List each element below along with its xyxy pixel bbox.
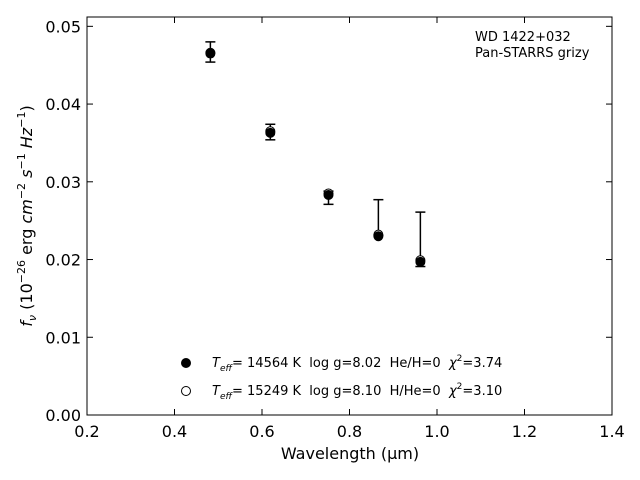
data-points bbox=[205, 47, 426, 267]
legend-marker-filled bbox=[181, 358, 191, 368]
y-tick-label: 0.04 bbox=[45, 95, 81, 114]
model-point-filled bbox=[205, 48, 216, 59]
y-tick-label: 0.03 bbox=[45, 173, 81, 192]
x-tick-label: 1.0 bbox=[424, 422, 449, 441]
y-tick-label: 0.00 bbox=[45, 406, 81, 425]
legend-entry-2: Teff= 15249 K log g=8.10 H/He=0 χ2=3.10 bbox=[212, 382, 502, 402]
legend: Teff= 14564 K log g=8.02 He/H=0 χ2=3.74 … bbox=[181, 354, 502, 402]
x-tick-label: 0.6 bbox=[249, 422, 274, 441]
legend-entry-1: Teff= 14564 K log g=8.02 He/H=0 χ2=3.74 bbox=[212, 354, 502, 374]
x-tick-label: 1.2 bbox=[512, 422, 537, 441]
x-tick-label: 0.8 bbox=[337, 422, 362, 441]
x-axis-label: Wavelength (μm) bbox=[281, 444, 419, 463]
y-tick-label: 0.01 bbox=[45, 328, 81, 347]
y-axis-label: fν (10−26 erg cm−2 s−1 Hz−1) bbox=[15, 105, 39, 326]
legend-marker-open bbox=[181, 386, 191, 396]
annotation-object-name: WD 1422+032 bbox=[475, 30, 571, 45]
x-tick-label: 1.4 bbox=[599, 422, 624, 441]
y-tick-label: 0.05 bbox=[45, 17, 81, 36]
x-tick-label: 0.2 bbox=[74, 422, 99, 441]
model-point-filled bbox=[323, 190, 334, 201]
model-point-filled bbox=[265, 127, 276, 138]
model-point-filled bbox=[415, 256, 426, 267]
y-tick-label: 0.02 bbox=[45, 251, 81, 270]
plot-frame bbox=[86, 16, 613, 416]
annotation-survey: Pan-STARRS grizy bbox=[475, 46, 590, 61]
x-tick-label: 0.4 bbox=[162, 422, 187, 441]
y-axis: 0.00 0.01 0.02 0.03 0.04 0.05 bbox=[45, 17, 612, 425]
model-point-filled bbox=[373, 231, 384, 242]
